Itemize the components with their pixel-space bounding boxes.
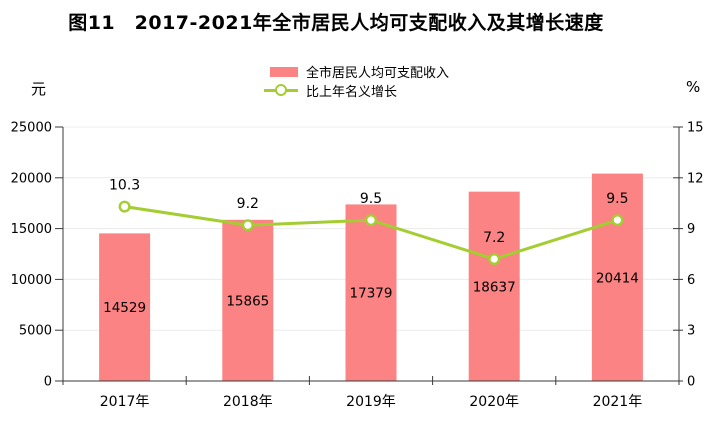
line-marker-icon: [275, 84, 287, 96]
bar-2017年: [99, 233, 151, 381]
growth-marker: [241, 219, 254, 232]
legend-item-income: 全市居民人均可支配收入: [270, 64, 450, 81]
bar-value-label: 20414: [596, 270, 639, 286]
bar-value-label: 18637: [473, 279, 516, 295]
right-tick-label: 0: [687, 375, 695, 390]
bar-value-label: 14529: [103, 300, 146, 316]
growth-marker: [611, 214, 624, 227]
growth-value-label: 9.2: [237, 196, 259, 212]
category-label: 2021年: [593, 394, 643, 410]
bar-2020年: [468, 191, 520, 381]
bar-2019年: [345, 204, 397, 381]
legend-label-growth: 比上年名义增长: [306, 85, 398, 100]
chart-legend: 全市居民人均可支配收入 比上年名义增长: [264, 64, 450, 102]
left-tick-label: 0: [44, 375, 52, 390]
line-series-swatch-icon: [264, 84, 298, 96]
left-tick-label: 25000: [11, 121, 52, 136]
category-label: 2020年: [469, 394, 519, 410]
growth-value-label: 7.2: [483, 230, 505, 246]
left-axis-unit-label: 元: [31, 80, 47, 98]
right-axis-unit-label: %: [686, 78, 701, 96]
growth-value-label: 9.5: [360, 191, 382, 207]
right-tick-label: 9: [687, 222, 695, 237]
chart-title: 图11 2017-2021年全市居民人均可支配收入及其增长速度: [68, 12, 604, 34]
bar-2021年: [591, 173, 643, 381]
bar-series-swatch-icon: [270, 66, 298, 77]
growth-value-label: 10.3: [109, 178, 140, 194]
growth-marker: [365, 214, 378, 227]
category-label: 2018年: [223, 394, 273, 410]
right-tick-label: 6: [687, 273, 695, 288]
category-label: 2017年: [100, 394, 150, 410]
category-label: 2019年: [346, 394, 396, 410]
bar-value-label: 17379: [350, 286, 393, 302]
left-tick-label: 15000: [11, 222, 52, 237]
right-tick-label: 12: [687, 171, 704, 186]
left-tick-label: 5000: [19, 324, 52, 339]
bar-2018年: [222, 219, 274, 381]
right-tick-label: 15: [687, 121, 704, 136]
left-tick-label: 10000: [11, 273, 52, 288]
growth-marker: [488, 253, 501, 266]
growth-marker: [118, 200, 131, 213]
growth-value-label: 9.5: [606, 191, 628, 207]
legend-item-growth: 比上年名义增长: [264, 83, 449, 100]
right-tick-label: 3: [687, 324, 695, 339]
bar-value-label: 15865: [226, 293, 269, 309]
left-tick-label: 20000: [11, 171, 52, 186]
legend-label-income: 全市居民人均可支配收入: [306, 66, 450, 81]
